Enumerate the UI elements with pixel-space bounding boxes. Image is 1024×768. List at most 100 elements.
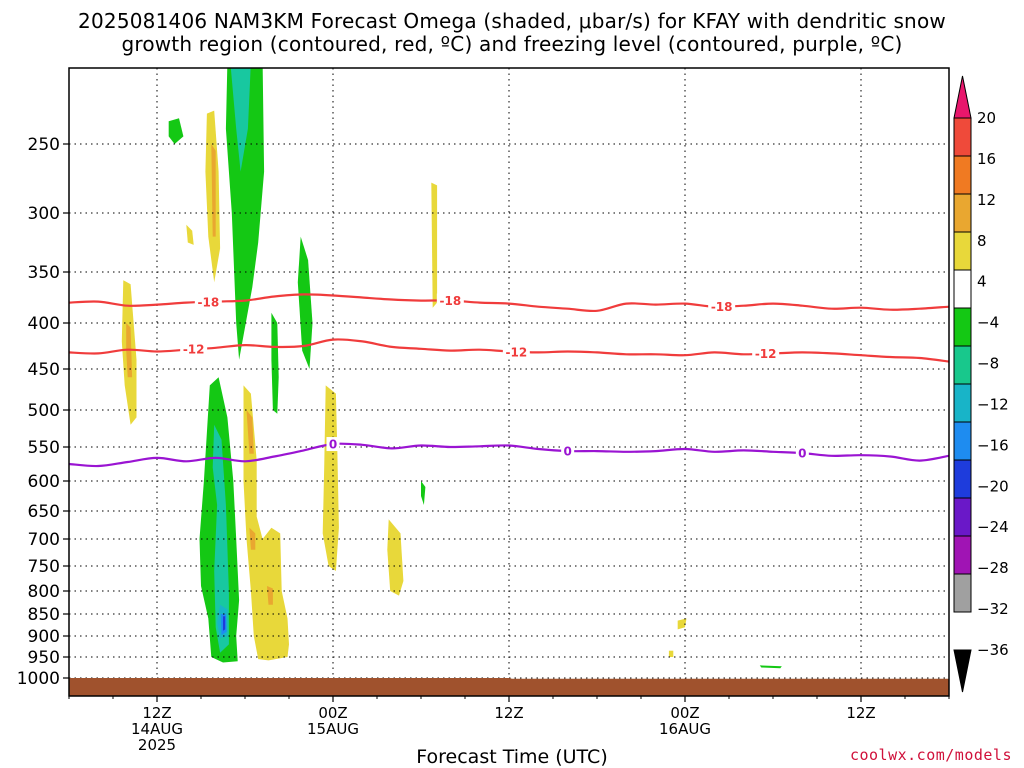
omega-region-4 — [271, 312, 279, 414]
colorbar-swatch-6 — [953, 307, 972, 347]
x-tick-label: 2025 — [138, 736, 176, 754]
omega-region-6 — [759, 665, 782, 669]
contour-label: -12 — [183, 343, 205, 357]
omega-region-17 — [431, 182, 438, 308]
contour-label-bg — [502, 344, 530, 359]
x-tick-label: 00Z — [318, 704, 347, 722]
colorbar-label: −32 — [977, 600, 1009, 618]
gridlines — [69, 68, 949, 696]
y-tick-label: 400 — [28, 314, 60, 334]
omega-region-25 — [668, 650, 674, 657]
contour-label: 0 — [329, 438, 337, 452]
omega-region-0 — [225, 68, 265, 360]
omega-region-3 — [297, 236, 313, 369]
y-tick-label: 950 — [28, 648, 60, 668]
y-tick-label: 600 — [28, 472, 60, 492]
contour-label: -12 — [755, 347, 777, 361]
omega-region-8 — [212, 424, 229, 653]
y-tick-label: 900 — [28, 627, 60, 647]
colorbar-swatch-11 — [953, 497, 972, 537]
contour-label: -12 — [505, 345, 527, 359]
contour-label-bg — [561, 444, 575, 459]
colorbar: 20 16 12 8 4 −4 −8 −12 −16 −20 −24 −28 −32 −36 — [953, 75, 1009, 693]
colorbar-label: −28 — [977, 559, 1009, 577]
contour-label: -18 — [197, 295, 219, 309]
chart-title-line2: growth region (contoured, red, ºC) and f… — [121, 32, 903, 56]
colorbar-swatch-10 — [953, 459, 972, 499]
colorbar-label: 20 — [977, 109, 996, 127]
colorbar-swatch-3 — [953, 193, 972, 233]
x-tick-label: 12Z — [494, 704, 523, 722]
contour-label-bg — [708, 299, 736, 314]
contour-label-bg — [436, 293, 464, 308]
colorbar-label: −16 — [977, 436, 1009, 454]
y-tick-label: 650 — [28, 502, 60, 522]
colorbar-label: −20 — [977, 477, 1009, 495]
omega-region-11 — [223, 616, 226, 631]
y-tick-label: 450 — [28, 360, 60, 380]
y-tick-label: 500 — [28, 401, 60, 421]
contour-label: -18 — [439, 294, 461, 308]
colorbar-swatch-7 — [953, 345, 972, 385]
colorbar-label: −24 — [977, 518, 1009, 536]
y-tick-label: 350 — [28, 263, 60, 283]
colorbar-label: 8 — [977, 232, 987, 250]
x-tick-label: 00Z — [670, 704, 699, 722]
x-tick-label: 12Z — [142, 704, 171, 722]
omega-region-23 — [387, 519, 404, 596]
omega-region-19 — [246, 410, 254, 454]
x-tick-label: 12Z — [846, 704, 875, 722]
x-tick-label: 16AUG — [659, 720, 711, 738]
omega-region-20 — [249, 527, 256, 550]
y-tick-label: 1000 — [17, 669, 60, 689]
contour-lines: -18 -18 -18 -12 -12 -12 0 0 0 — [69, 293, 949, 468]
contour-label: 0 — [563, 445, 571, 459]
omega-region-2 — [168, 118, 184, 144]
colorbar-swatch-2 — [953, 155, 972, 195]
colorbar-bottom-arrow — [953, 649, 972, 693]
omega-region-22 — [322, 385, 339, 571]
contour-label-bg — [752, 346, 780, 361]
y-tick-label: 800 — [28, 582, 60, 602]
contour-label-bg — [795, 446, 809, 461]
y-tick-label: 550 — [28, 438, 60, 458]
colorbar-swatch-gray — [953, 573, 972, 613]
contour-label-bg — [326, 437, 340, 452]
colorbar-label: −12 — [977, 395, 1009, 413]
y-tick-label: 300 — [28, 204, 60, 224]
x-tick-label: 15AUG — [307, 720, 359, 738]
contour-label: -18 — [711, 300, 733, 314]
colorbar-swatch-9 — [953, 421, 972, 461]
terrain-area — [69, 678, 949, 696]
y-tick-label: 750 — [28, 557, 60, 577]
colorbar-label: −36 — [977, 641, 1009, 659]
chart-title-line1: 2025081406 NAM3KM Forecast Omega (shaded… — [78, 9, 946, 33]
contour-label-bg — [194, 294, 222, 309]
omega-region-24 — [677, 618, 687, 630]
colorbar-label: −4 — [977, 314, 999, 332]
y-tick-label: 700 — [28, 530, 60, 550]
colorbar-swatch-12 — [953, 535, 972, 575]
y-tick-label: 850 — [28, 605, 60, 625]
colorbar-label: 16 — [977, 150, 996, 168]
colorbar-swatch-1 — [953, 117, 972, 157]
contour-label: 0 — [798, 447, 806, 461]
colorbar-label: −8 — [977, 355, 999, 373]
omega-shading — [121, 68, 782, 669]
colorbar-swatch-4 — [953, 231, 972, 271]
terrain-fill — [69, 678, 949, 696]
colorbar-label: 4 — [977, 273, 987, 291]
contour-label-bg — [180, 342, 208, 357]
credit-link[interactable]: coolwx.com/models — [849, 746, 1012, 764]
colorbar-top-arrow — [953, 75, 972, 119]
omega-region-18 — [243, 385, 289, 661]
colorbar-label: 12 — [977, 191, 996, 209]
colorbar-swatch-5 — [953, 269, 972, 309]
x-tick-label: 14AUG — [131, 720, 183, 738]
y-axis: 2503003504004505005506006507007508008509… — [17, 135, 69, 689]
omega-region-1 — [230, 68, 251, 172]
x-axis-label: Forecast Time (UTC) — [416, 746, 608, 768]
colorbar-swatch-8 — [953, 383, 972, 423]
